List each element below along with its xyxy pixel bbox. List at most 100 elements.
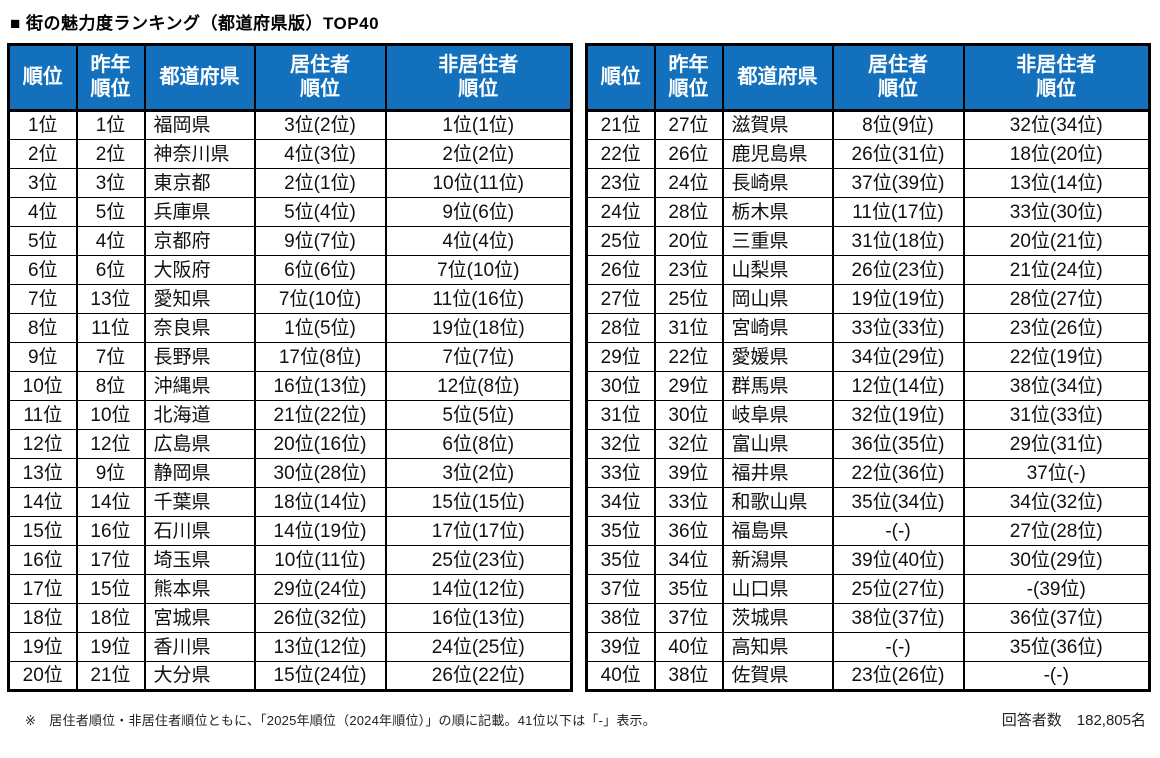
cell-non-resident: -(-) (962, 661, 1151, 691)
table-row: 8位 11位 奈良県 1位(5位) 19位(18位) (7, 313, 573, 343)
cell-non-resident: 37位(-) (962, 458, 1151, 488)
cell-prefecture: 滋賀県 (721, 110, 834, 140)
cell-resident: 16位(13位) (253, 371, 387, 401)
cell-resident: -(-) (831, 632, 965, 662)
cell-prefecture: 北海道 (143, 400, 256, 430)
cell-prefecture: 岡山県 (721, 284, 834, 314)
table-row: 20位 21位 大分県 15位(24位) 26位(22位) (7, 661, 573, 691)
cell-rank: 21位 (585, 110, 656, 140)
table-row: 13位 9位 静岡県 30位(28位) 3位(2位) (7, 458, 573, 488)
cell-resident: 39位(40位) (831, 545, 965, 575)
cell-rank: 5位 (7, 226, 78, 256)
cell-prefecture: 宮崎県 (721, 313, 834, 343)
cell-prefecture: 山梨県 (721, 255, 834, 285)
cell-non-resident: 12位(8位) (384, 371, 573, 401)
ranking-table-1-20: 順位 昨年 順位 都道府県 居住者 順位 非居住者 順位 1位 1位 福岡県 3位(2… (7, 43, 573, 692)
table-row: 2位 2位 神奈川県 4位(3位) 2位(2位) (7, 139, 573, 169)
cell-resident: 21位(22位) (253, 400, 387, 430)
cell-rank: 22位 (585, 139, 656, 169)
cell-rank: 19位 (7, 632, 78, 662)
cell-non-resident: 7位(10位) (384, 255, 573, 285)
ranking-table-21-40: 順位 昨年 順位 都道府県 居住者 順位 非居住者 順位 21位 27位 滋賀県 8位… (585, 43, 1151, 692)
cell-rank: 33位 (585, 458, 656, 488)
cell-last-year: 19位 (75, 632, 146, 662)
cell-non-resident: 10位(11位) (384, 168, 573, 198)
table-row: 5位 4位 京都府 9位(7位) 4位(4位) (7, 226, 573, 256)
table-row: 10位 8位 沖縄県 16位(13位) 12位(8位) (7, 371, 573, 401)
cell-resident: 12位(14位) (831, 371, 965, 401)
cell-non-resident: 18位(20位) (962, 139, 1151, 169)
column-header-non-resident-rank: 非居住者 順位 (384, 43, 573, 112)
cell-last-year: 12位 (75, 429, 146, 459)
table-row: 23位 24位 長崎県 37位(39位) 13位(14位) (585, 168, 1151, 198)
cell-non-resident: 14位(12位) (384, 574, 573, 604)
cell-last-year: 21位 (75, 661, 146, 691)
table-body-1-20: 1位 1位 福岡県 3位(2位) 1位(1位) 2位 2位 神奈川県 4位(3位) 2位(2位) 3… (7, 110, 573, 691)
cell-rank: 25位 (585, 226, 656, 256)
cell-last-year: 11位 (75, 313, 146, 343)
cell-rank: 27位 (585, 284, 656, 314)
cell-prefecture: 山口県 (721, 574, 834, 604)
cell-last-year: 18位 (75, 603, 146, 633)
cell-rank: 6位 (7, 255, 78, 285)
table-row: 11位 10位 北海道 21位(22位) 5位(5位) (7, 400, 573, 430)
cell-rank: 18位 (7, 603, 78, 633)
cell-non-resident: 36位(37位) (962, 603, 1151, 633)
cell-non-resident: 31位(33位) (962, 400, 1151, 430)
table-row: 26位 23位 山梨県 26位(23位) 21位(24位) (585, 255, 1151, 285)
cell-prefecture: 沖縄県 (143, 371, 256, 401)
table-row: 40位 38位 佐賀県 23位(26位) -(-) (585, 661, 1151, 691)
cell-prefecture: 新潟県 (721, 545, 834, 575)
table-row: 14位 14位 千葉県 18位(14位) 15位(15位) (7, 487, 573, 517)
column-header-rank: 順位 (585, 43, 656, 112)
cell-non-resident: 17位(17位) (384, 516, 573, 546)
cell-last-year: 22位 (653, 342, 724, 372)
cell-non-resident: 15位(15位) (384, 487, 573, 517)
cell-rank: 29位 (585, 342, 656, 372)
cell-prefecture: 茨城県 (721, 603, 834, 633)
cell-rank: 11位 (7, 400, 78, 430)
cell-resident: 31位(18位) (831, 226, 965, 256)
cell-prefecture: 奈良県 (143, 313, 256, 343)
cell-non-resident: -(39位) (962, 574, 1151, 604)
cell-last-year: 1位 (75, 110, 146, 140)
table-row: 32位 32位 富山県 36位(35位) 29位(31位) (585, 429, 1151, 459)
table-row: 27位 25位 岡山県 19位(19位) 28位(27位) (585, 284, 1151, 314)
cell-resident: 34位(29位) (831, 342, 965, 372)
cell-rank: 10位 (7, 371, 78, 401)
cell-last-year: 28位 (653, 197, 724, 227)
cell-last-year: 9位 (75, 458, 146, 488)
table-row: 33位 39位 福井県 22位(36位) 37位(-) (585, 458, 1151, 488)
cell-resident: 19位(19位) (831, 284, 965, 314)
cell-rank: 8位 (7, 313, 78, 343)
table-row: 24位 28位 栃木県 11位(17位) 33位(30位) (585, 197, 1151, 227)
column-header-last-year-rank: 昨年 順位 (75, 43, 146, 112)
cell-resident: 29位(24位) (253, 574, 387, 604)
cell-prefecture: 和歌山県 (721, 487, 834, 517)
column-header-non-resident-rank: 非居住者 順位 (962, 43, 1151, 112)
cell-prefecture: 宮城県 (143, 603, 256, 633)
table-row: 6位 6位 大阪府 6位(6位) 7位(10位) (7, 255, 573, 285)
cell-resident: 7位(10位) (253, 284, 387, 314)
cell-prefecture: 東京都 (143, 168, 256, 198)
table-row: 39位 40位 高知県 -(-) 35位(36位) (585, 632, 1151, 662)
cell-prefecture: 京都府 (143, 226, 256, 256)
cell-non-resident: 19位(18位) (384, 313, 573, 343)
table-row: 12位 12位 広島県 20位(16位) 6位(8位) (7, 429, 573, 459)
cell-resident: -(-) (831, 516, 965, 546)
table-header: 順位 昨年 順位 都道府県 居住者 順位 非居住者 順位 (7, 43, 573, 112)
column-header-resident-rank: 居住者 順位 (253, 43, 387, 112)
table-row: 35位 36位 福島県 -(-) 27位(28位) (585, 516, 1151, 546)
cell-last-year: 40位 (653, 632, 724, 662)
cell-resident: 26位(31位) (831, 139, 965, 169)
table-row: 31位 30位 岐阜県 32位(19位) 31位(33位) (585, 400, 1151, 430)
cell-prefecture: 三重県 (721, 226, 834, 256)
cell-resident: 3位(2位) (253, 110, 387, 140)
cell-last-year: 25位 (653, 284, 724, 314)
cell-prefecture: 長野県 (143, 342, 256, 372)
cell-resident: 17位(8位) (253, 342, 387, 372)
cell-prefecture: 大阪府 (143, 255, 256, 285)
cell-rank: 23位 (585, 168, 656, 198)
cell-resident: 2位(1位) (253, 168, 387, 198)
header-row: 順位 昨年 順位 都道府県 居住者 順位 非居住者 順位 (7, 43, 573, 112)
